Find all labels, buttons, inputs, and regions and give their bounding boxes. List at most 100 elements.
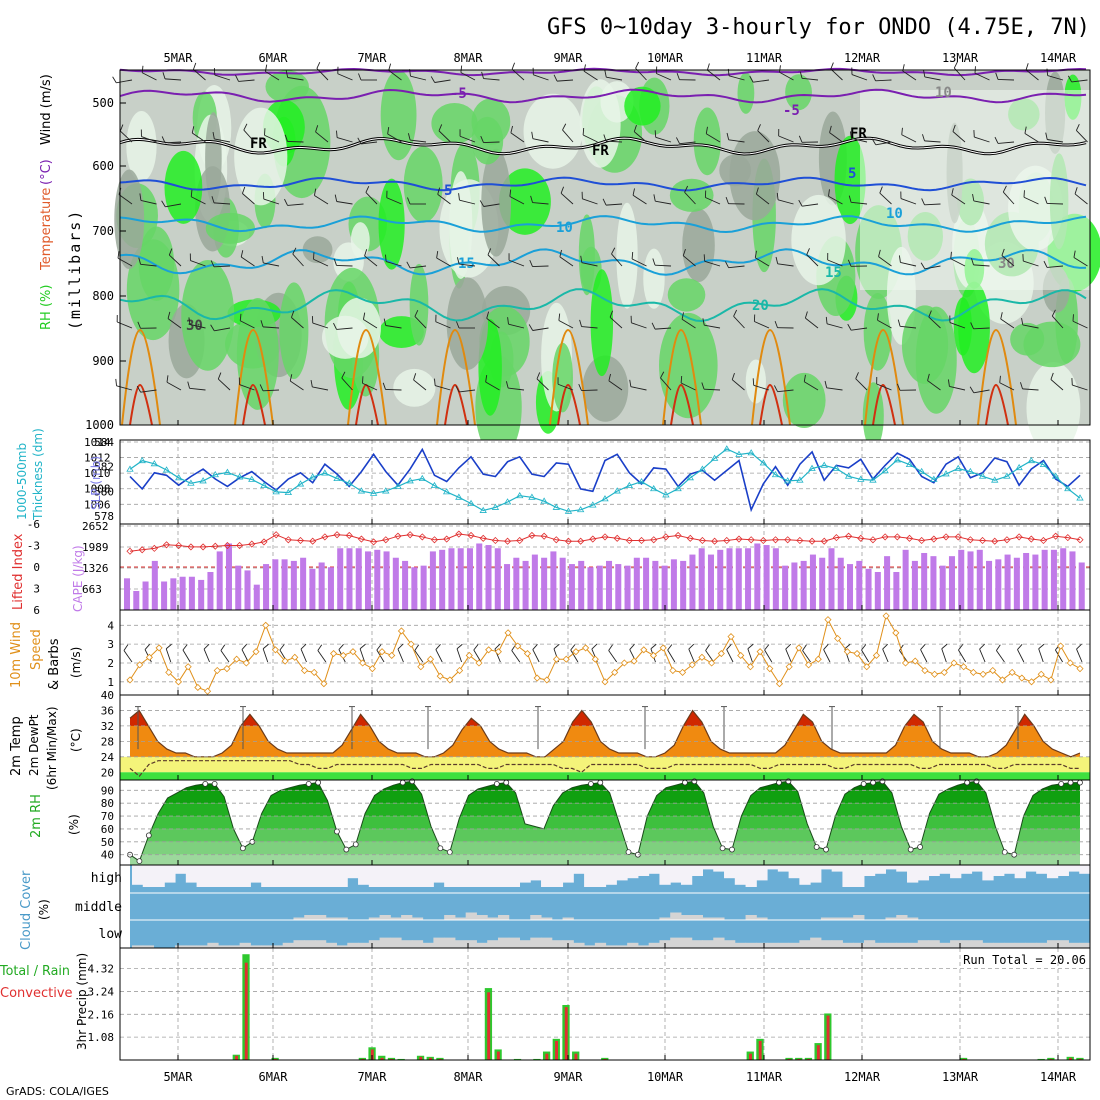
li-marker xyxy=(930,535,938,543)
wind-speed-marker xyxy=(320,680,328,688)
cloud-mid-bar xyxy=(465,912,477,920)
cloud-high-bar xyxy=(271,865,284,887)
cloud-low-bar xyxy=(842,942,854,948)
wind-speed-marker xyxy=(795,644,803,652)
cloud-mid-bar xyxy=(411,917,424,920)
slp-marker xyxy=(650,484,658,492)
bottom-day-label: 10MAR xyxy=(647,1070,684,1084)
cloud-high-bar xyxy=(713,865,725,872)
slp-marker xyxy=(503,498,512,505)
dewpt2m-label: 2m DewPt xyxy=(27,714,41,776)
wind-barb-flag xyxy=(950,251,952,259)
cape-bar xyxy=(365,551,372,610)
wind-barb xyxy=(1050,379,1064,391)
wind-barb xyxy=(189,323,206,329)
wind-barb xyxy=(949,322,966,329)
cloud-high-bar xyxy=(1036,865,1048,874)
slp-marker xyxy=(296,480,305,487)
li-tick: 0 xyxy=(33,561,40,574)
slp-marker xyxy=(479,506,487,513)
li-marker xyxy=(905,534,914,542)
cloud-mid-bar xyxy=(562,917,574,920)
cloud-row-label: high xyxy=(91,871,122,886)
wind10m-panel: 4 3 2 1 xyxy=(107,609,1091,696)
slp-marker xyxy=(418,474,427,482)
wind-barb-flag xyxy=(872,74,876,82)
wind-barb-flag xyxy=(279,644,285,651)
wind-barb-flag xyxy=(559,249,562,257)
cloud-high-bar xyxy=(444,865,456,887)
cloud-low-bar xyxy=(1046,940,1059,948)
wind-barb-flag xyxy=(553,74,558,82)
precip-conv-bar xyxy=(361,1058,365,1060)
slp-marker xyxy=(455,493,463,500)
cloud-high-bar xyxy=(132,865,144,885)
rh-marker xyxy=(719,845,726,852)
wind-barb-flag xyxy=(879,186,883,194)
wind-barb xyxy=(999,382,1015,391)
wind-barb xyxy=(973,200,990,205)
wind-barb xyxy=(263,262,280,267)
wind-barb xyxy=(785,648,792,663)
top-day-label: 5MAR xyxy=(164,51,194,65)
wind-speed-marker xyxy=(203,687,212,695)
wind-barb-flag xyxy=(357,137,362,145)
wind-barb xyxy=(364,255,378,267)
cloud-high-bar xyxy=(605,865,617,885)
wind-speed-marker xyxy=(436,672,444,680)
cape-bar xyxy=(837,557,844,610)
cloud-low-bar xyxy=(551,940,564,948)
wind-speed-marker xyxy=(843,648,851,656)
top-day-labels: 5MAR 6MAR 7MAR 8MAR 9MAR 10MAR 11MAR 12MAR 13MAR… xyxy=(164,51,1077,65)
wind-barb-flag xyxy=(460,65,463,73)
wind-barb xyxy=(826,323,843,329)
wind-barb xyxy=(190,260,206,267)
wind-barb-flag xyxy=(136,385,142,393)
wind-barb-flag xyxy=(212,131,215,140)
cloud-mid-bar xyxy=(820,917,833,920)
cloud-high-bar xyxy=(637,865,650,876)
slp-marker xyxy=(333,474,341,482)
cloud-low-bar xyxy=(680,937,693,948)
rh-tick: 70 xyxy=(101,810,114,823)
thickness-slp-ylabels: 1000-500mb Thickness (dm) SLP (mb) xyxy=(15,428,103,521)
li-marker xyxy=(540,532,548,540)
slp-marker xyxy=(199,477,207,484)
precip-total-bar xyxy=(533,1058,541,1060)
wind-barb xyxy=(924,76,941,81)
slp-marker xyxy=(1076,494,1084,501)
rh-blob xyxy=(138,226,175,301)
wind-barb xyxy=(778,135,794,143)
wind-barb xyxy=(633,131,647,143)
wind-speed-marker xyxy=(359,659,367,667)
precip-conv-bar xyxy=(273,1058,277,1060)
slp-marker xyxy=(150,460,159,467)
precip-conv-bar xyxy=(797,1058,801,1060)
wind-barb xyxy=(242,193,255,205)
wind-barb xyxy=(851,74,868,81)
wind-barb-flag xyxy=(536,372,541,380)
rh-blob xyxy=(126,110,157,182)
slp-marker xyxy=(138,456,146,464)
wind-barb-flag xyxy=(341,371,346,379)
precip-frame xyxy=(119,947,1091,1061)
wind-speed-marker xyxy=(737,651,745,660)
wind-barb xyxy=(410,75,427,81)
wind-barb-flag xyxy=(1000,312,1003,320)
wind-barb xyxy=(632,194,647,205)
wind-barb-flag xyxy=(430,76,436,83)
wind-barb-flag xyxy=(947,379,950,387)
wind-barb-flag xyxy=(923,69,926,78)
slp-marker xyxy=(930,475,938,482)
slp-marker xyxy=(771,470,780,478)
contour-label: 10 xyxy=(556,220,573,236)
rh-marker xyxy=(964,779,971,786)
wind-barb-flag xyxy=(1045,132,1048,140)
cloud-low-bar xyxy=(928,940,940,948)
wind-barb-flag xyxy=(316,61,321,69)
wind-barb-flag xyxy=(388,63,392,71)
cloud-low-bar xyxy=(530,937,542,948)
wind-barb xyxy=(191,196,206,205)
slp-marker xyxy=(589,501,597,508)
wind-barb xyxy=(804,381,819,391)
